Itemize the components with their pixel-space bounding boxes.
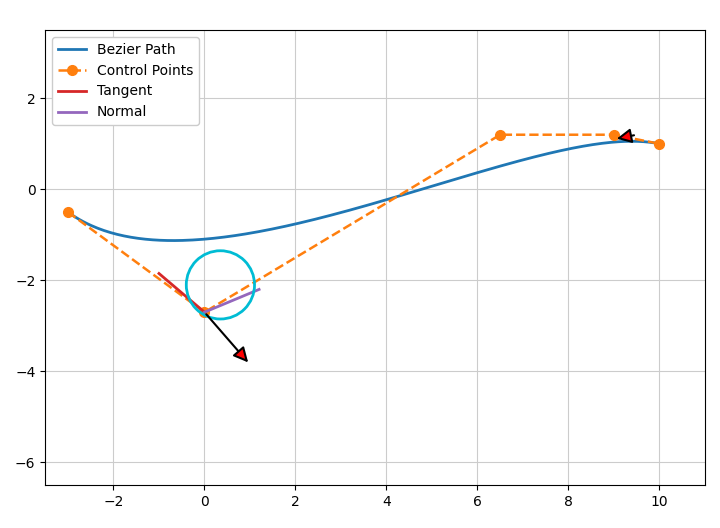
- Bezier Path: [655, 140, 664, 147]
- Bezier Path: [636, 138, 644, 145]
- Line: Tangent: Tangent: [159, 274, 204, 312]
- Tangent: [200, 309, 209, 315]
- Control Points: [200, 309, 209, 315]
- Bezier Path: [508, 159, 517, 166]
- Normal: [255, 286, 264, 293]
- Normal: [200, 309, 209, 315]
- Tangent: [155, 270, 163, 277]
- Bezier Path: [168, 238, 176, 244]
- Legend: Bezier Path, Control Points, Tangent, Normal: Bezier Path, Control Points, Tangent, No…: [52, 37, 199, 125]
- Bezier Path: [616, 138, 625, 145]
- Control Points: [63, 209, 72, 215]
- Control Points: [655, 140, 664, 147]
- Bezier Path: [497, 163, 505, 169]
- Control Points: [610, 131, 618, 138]
- Control Points: [496, 131, 505, 138]
- Bezier Path: [63, 209, 72, 215]
- Line: Bezier Path: Bezier Path: [68, 142, 660, 241]
- Line: Control Points: Control Points: [63, 130, 665, 317]
- Line: Normal: Normal: [204, 289, 259, 312]
- Bezier Path: [66, 210, 74, 216]
- Bezier Path: [628, 138, 636, 145]
- Bezier Path: [498, 162, 507, 168]
